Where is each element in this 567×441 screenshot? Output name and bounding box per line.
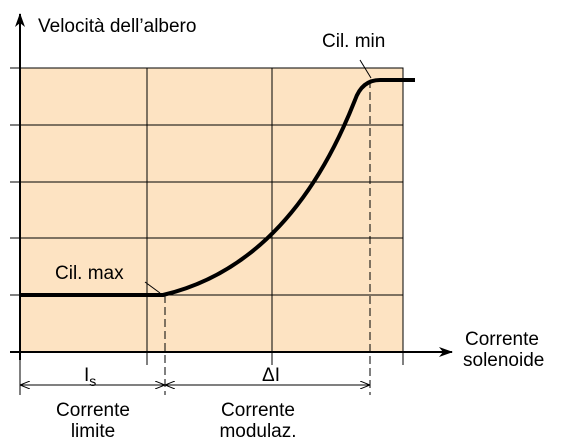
leader bbox=[144, 281, 161, 294]
x-axis-label: solenoide bbox=[463, 350, 544, 371]
annotation: Cil. max bbox=[55, 263, 124, 284]
dimension-label: ΔI bbox=[262, 365, 280, 386]
caption: Corrente bbox=[56, 400, 130, 421]
caption: limite bbox=[71, 421, 115, 441]
dashed-lines bbox=[164, 80, 371, 395]
plot-area bbox=[19, 67, 404, 353]
x-axis-label: Corrente bbox=[465, 329, 539, 350]
caption: Corrente bbox=[221, 400, 295, 421]
leader bbox=[359, 59, 372, 79]
label: I bbox=[84, 365, 89, 386]
y-axis-label: Velocità dell’albero bbox=[38, 16, 196, 37]
annotation: Cil. min bbox=[322, 31, 385, 52]
dimension-label: Is bbox=[84, 365, 96, 389]
subscript: s bbox=[89, 373, 96, 389]
caption: modulaz. bbox=[219, 421, 296, 441]
curve bbox=[20, 78, 415, 297]
